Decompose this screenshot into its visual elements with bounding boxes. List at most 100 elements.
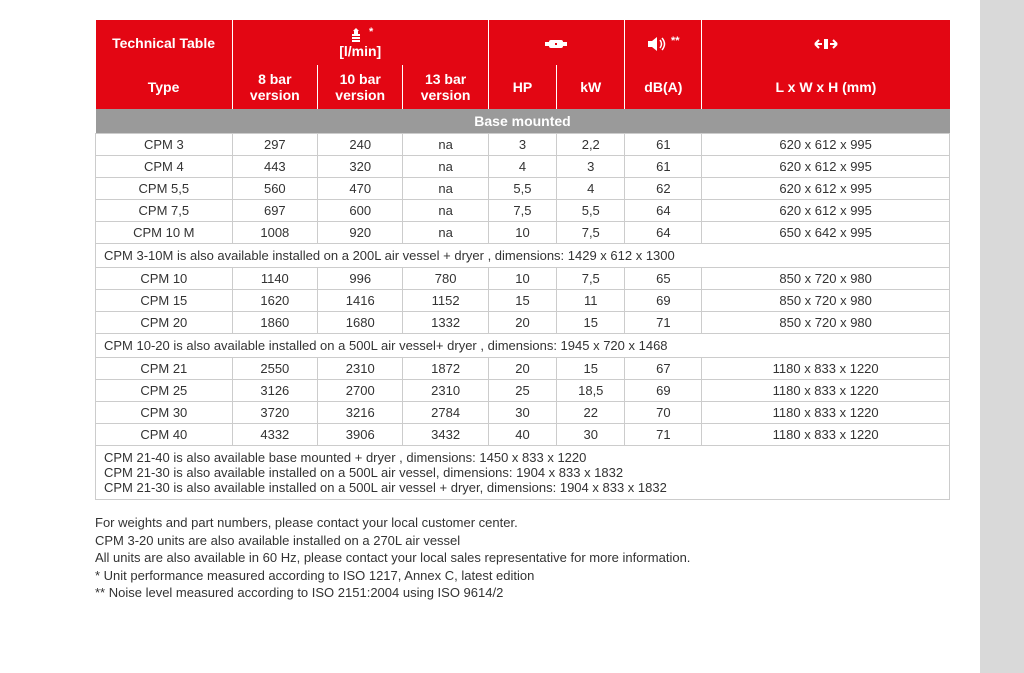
cell-hp: 7,5 bbox=[488, 200, 556, 222]
footer-line: For weights and part numbers, please con… bbox=[95, 514, 950, 532]
col-10bar: 10 bar version bbox=[318, 65, 403, 109]
note-text: CPM 3-10M is also available installed on… bbox=[96, 244, 950, 268]
cell-dim: 650 x 642 x 995 bbox=[702, 222, 950, 244]
cell-db: 64 bbox=[625, 222, 702, 244]
cell-v13: na bbox=[403, 156, 488, 178]
table-row: CPM 10 M1008920na107,564650 x 642 x 995 bbox=[96, 222, 950, 244]
cell-kw: 15 bbox=[557, 312, 625, 334]
cell-v8: 1008 bbox=[232, 222, 317, 244]
cell-hp: 20 bbox=[488, 358, 556, 380]
cell-v13: 1152 bbox=[403, 290, 488, 312]
cell-db: 71 bbox=[625, 312, 702, 334]
cell-db: 69 bbox=[625, 290, 702, 312]
header-motor-cell bbox=[488, 20, 625, 65]
cell-kw: 30 bbox=[557, 424, 625, 446]
table-row: CPM 303720321627843022701180 x 833 x 122… bbox=[96, 402, 950, 424]
cell-v8: 3720 bbox=[232, 402, 317, 424]
note-text: CPM 10-20 is also available installed on… bbox=[96, 334, 950, 358]
footer-line: CPM 3-20 units are also available instal… bbox=[95, 532, 950, 550]
col-type: Type bbox=[96, 65, 233, 109]
cell-hp: 25 bbox=[488, 380, 556, 402]
cell-v10: 3216 bbox=[318, 402, 403, 424]
motor-icon bbox=[545, 35, 569, 51]
note-row-a: CPM 3-10M is also available installed on… bbox=[96, 244, 950, 268]
cell-v13: na bbox=[403, 200, 488, 222]
cell-hp: 3 bbox=[488, 134, 556, 156]
technical-table: Technical Table * [l/min] bbox=[95, 20, 950, 500]
cell-v13: 2310 bbox=[403, 380, 488, 402]
cell-v13: 780 bbox=[403, 268, 488, 290]
cell-dim: 850 x 720 x 980 bbox=[702, 290, 950, 312]
cell-kw: 7,5 bbox=[557, 222, 625, 244]
cell-dim: 620 x 612 x 995 bbox=[702, 156, 950, 178]
table-row: CPM 253126270023102518,5691180 x 833 x 1… bbox=[96, 380, 950, 402]
col-13bar: 13 bar version bbox=[403, 65, 488, 109]
col-kw: kW bbox=[557, 65, 625, 109]
cell-v10: 1680 bbox=[318, 312, 403, 334]
cell-kw: 2,2 bbox=[557, 134, 625, 156]
cell-db: 69 bbox=[625, 380, 702, 402]
cell-dim: 1180 x 833 x 1220 bbox=[702, 402, 950, 424]
cell-v13: na bbox=[403, 134, 488, 156]
cell-type: CPM 5,5 bbox=[96, 178, 233, 200]
cell-kw: 11 bbox=[557, 290, 625, 312]
cell-kw: 3 bbox=[557, 156, 625, 178]
cell-hp: 20 bbox=[488, 312, 556, 334]
footer-line: * Unit performance measured according to… bbox=[95, 567, 950, 585]
table-row: CPM 20186016801332201571850 x 720 x 980 bbox=[96, 312, 950, 334]
compressor-icon bbox=[347, 26, 369, 42]
table-row: CPM 15162014161152151169850 x 720 x 980 bbox=[96, 290, 950, 312]
cell-v8: 2550 bbox=[232, 358, 317, 380]
cell-type: CPM 10 bbox=[96, 268, 233, 290]
col-hp: HP bbox=[488, 65, 556, 109]
cell-dim: 620 x 612 x 995 bbox=[702, 134, 950, 156]
col-dim: L x W x H (mm) bbox=[702, 65, 950, 109]
note-line: CPM 21-40 is also available base mounted… bbox=[104, 450, 941, 465]
cell-hp: 4 bbox=[488, 156, 556, 178]
cell-v10: 600 bbox=[318, 200, 403, 222]
cell-dim: 850 x 720 x 980 bbox=[702, 268, 950, 290]
cell-type: CPM 30 bbox=[96, 402, 233, 424]
technical-table-container: Technical Table * [l/min] bbox=[0, 0, 980, 673]
cell-v13: 3432 bbox=[403, 424, 488, 446]
header-noise-cell: ** bbox=[625, 20, 702, 65]
table-row: CPM 101140996780107,565850 x 720 x 980 bbox=[96, 268, 950, 290]
cell-v10: 996 bbox=[318, 268, 403, 290]
cell-hp: 10 bbox=[488, 268, 556, 290]
cell-v10: 1416 bbox=[318, 290, 403, 312]
header-title: Technical Table bbox=[96, 20, 233, 65]
cell-kw: 22 bbox=[557, 402, 625, 424]
cell-v13: na bbox=[403, 178, 488, 200]
cell-v10: 3906 bbox=[318, 424, 403, 446]
cell-v13: 2784 bbox=[403, 402, 488, 424]
cell-v8: 3126 bbox=[232, 380, 317, 402]
col-db: dB(A) bbox=[625, 65, 702, 109]
table-row: CPM 404332390634324030711180 x 833 x 122… bbox=[96, 424, 950, 446]
cell-v13: 1872 bbox=[403, 358, 488, 380]
table-row: CPM 4443320na4361620 x 612 x 995 bbox=[96, 156, 950, 178]
cell-kw: 7,5 bbox=[557, 268, 625, 290]
cell-db: 61 bbox=[625, 156, 702, 178]
note-line: CPM 21-30 is also available installed on… bbox=[104, 465, 941, 480]
cell-v13: na bbox=[403, 222, 488, 244]
cell-type: CPM 20 bbox=[96, 312, 233, 334]
flow-asterisk: * bbox=[369, 26, 373, 38]
cell-v8: 1620 bbox=[232, 290, 317, 312]
cell-type: CPM 15 bbox=[96, 290, 233, 312]
note-row-c: CPM 21-40 is also available base mounted… bbox=[96, 446, 950, 500]
cell-v13: 1332 bbox=[403, 312, 488, 334]
speaker-icon bbox=[647, 35, 671, 51]
cell-type: CPM 10 M bbox=[96, 222, 233, 244]
cell-v10: 2310 bbox=[318, 358, 403, 380]
col-8bar: 8 bar version bbox=[232, 65, 317, 109]
cell-v8: 443 bbox=[232, 156, 317, 178]
cell-db: 62 bbox=[625, 178, 702, 200]
cell-hp: 40 bbox=[488, 424, 556, 446]
cell-kw: 5,5 bbox=[557, 200, 625, 222]
cell-db: 70 bbox=[625, 402, 702, 424]
table-row: CPM 5,5560470na5,5462620 x 612 x 995 bbox=[96, 178, 950, 200]
cell-hp: 5,5 bbox=[488, 178, 556, 200]
cell-v8: 560 bbox=[232, 178, 317, 200]
cell-v10: 920 bbox=[318, 222, 403, 244]
table-row: CPM 212550231018722015671180 x 833 x 122… bbox=[96, 358, 950, 380]
